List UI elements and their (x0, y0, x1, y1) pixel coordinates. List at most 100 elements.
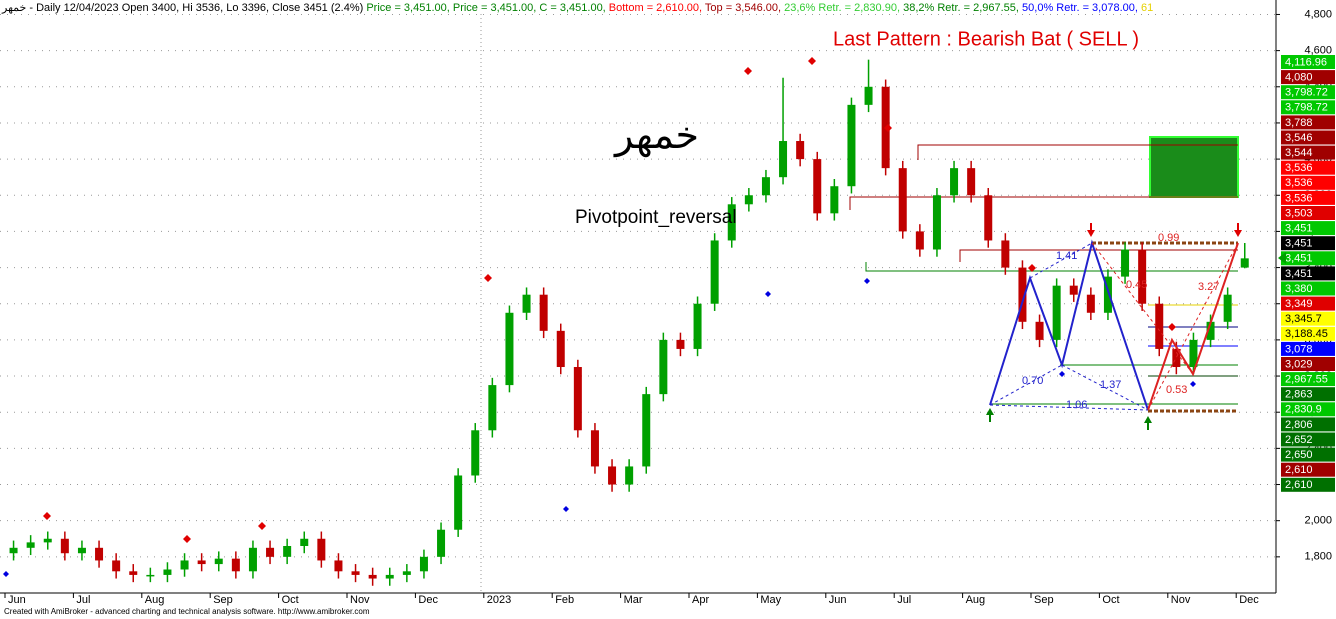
price-label-box (1281, 417, 1335, 432)
price-label-box (1281, 100, 1335, 115)
candle-body (727, 204, 736, 241)
candle-body (1086, 294, 1095, 313)
candle-body (864, 86, 873, 105)
pattern-dash (989, 364, 1063, 406)
price-labels: 4,116.96 4,080 3,798.72 3,798.72 3,788 3,546 3… (1281, 55, 1335, 492)
x-tick-label: Apr (692, 594, 709, 606)
candle-body (437, 529, 446, 557)
price-label: 3,788 (1285, 117, 1313, 129)
price-label-box (1281, 175, 1335, 190)
price-label-box (1281, 160, 1335, 175)
ratio-label: 0.99 (1158, 232, 1179, 244)
price-label-box (1281, 357, 1335, 371)
x-tick-label: Aug (966, 594, 986, 606)
x-axis: Jun Jul Aug Sep Oct Nov Dec 2023 Feb Mar Apr May Jun… (4, 593, 1259, 606)
candle-body (830, 186, 839, 214)
price-label-box (1281, 477, 1335, 492)
price-label-box (1281, 206, 1335, 220)
candle-body (676, 339, 685, 349)
current-price-pointer (1278, 252, 1286, 264)
x-tick-label: Dec (1239, 594, 1259, 606)
price-label-box (1281, 432, 1335, 447)
price-label: 2,830.9 (1285, 404, 1322, 416)
candle-body (43, 538, 52, 543)
price-label-box (1281, 145, 1335, 160)
footer: Created with AmiBroker - advanced charti… (4, 607, 370, 616)
pattern-labels: 1.41 0.45 0.99 3.27 0.70 1.37 1.06 0.53 (1022, 232, 1219, 411)
price-label: 2,650 (1285, 449, 1313, 461)
pivot-high (183, 535, 191, 543)
header-segment: Price = 3,451.00, Price = 3,451.00, C = … (366, 2, 608, 14)
candle-body (454, 475, 463, 530)
x-tick-label: Oct (1102, 594, 1119, 606)
ratio-label: 1.41 (1056, 250, 1077, 262)
price-label: 3,380 (1285, 283, 1313, 295)
candle-body (129, 571, 138, 575)
price-label: 3,451 (1285, 268, 1313, 280)
price-label-box (1281, 326, 1335, 341)
candle-body (163, 569, 172, 575)
pivot-high (1028, 264, 1036, 272)
pivot-low (864, 278, 870, 284)
header-segment: 50,0% Retr. = 3,078.00, (1022, 2, 1141, 14)
candle-body (950, 168, 959, 196)
level-line (865, 262, 1238, 272)
candle-body (1052, 285, 1061, 340)
pivot-low (563, 506, 569, 512)
candle-body (847, 104, 856, 187)
x-tick-label: 2023 (487, 594, 511, 606)
x-tick-label: Jul (76, 594, 90, 606)
candle-body (915, 231, 924, 250)
candle-body (539, 294, 548, 331)
candle-body (693, 303, 702, 349)
price-label: 4,116.96 (1285, 56, 1327, 68)
price-label-box (1281, 447, 1335, 462)
x-tick-label: Sep (213, 594, 233, 606)
x-tick-label: Jun (829, 594, 847, 606)
x-tick-label: Aug (145, 594, 165, 606)
price-label: 4,080 (1285, 72, 1313, 84)
candle-body (1172, 348, 1181, 368)
price-label: 3,798.72 (1285, 102, 1328, 114)
candle-body (368, 574, 377, 579)
candle-body (1035, 321, 1044, 340)
candle-body (779, 141, 788, 178)
candle-body (1155, 303, 1164, 349)
grid (0, 13, 1276, 558)
candle-body (659, 339, 668, 395)
price-label-box (1281, 296, 1335, 311)
candle-body (26, 542, 35, 548)
buy-arrow (1144, 416, 1152, 430)
price-label: 2,967.55 (1285, 374, 1328, 386)
level-line (917, 144, 1238, 160)
price-label-box (1281, 462, 1335, 477)
candle-body (283, 545, 292, 557)
sell-arrow (1087, 223, 1095, 237)
x-tick-label: Sep (1034, 594, 1054, 606)
indicator-label: Pivotpoint_reversal (575, 207, 737, 228)
pattern-leg (1147, 242, 1239, 411)
pivot-high (744, 67, 752, 75)
price-label-box (1281, 221, 1335, 236)
price-label: 3,536 (1285, 192, 1313, 204)
price-label: 3,029 (1285, 358, 1313, 370)
x-tick-label: Nov (350, 594, 370, 606)
x-tick-label: Mar (624, 594, 643, 606)
candle-body (77, 547, 86, 554)
candle-body (214, 558, 223, 565)
header-segment: 23,6% Retr. = 2,830.90, (784, 2, 903, 14)
candle-body (1206, 321, 1215, 340)
price-label-box (1281, 55, 1335, 69)
candle-body (1069, 285, 1078, 295)
candle-body (60, 538, 69, 554)
candle-body (1240, 258, 1249, 268)
candle-body (761, 177, 770, 196)
candle-body (932, 195, 941, 250)
header: خمهر - Daily 12/04/2023 Open 3400, Hi 35… (1, 2, 1153, 14)
price-label: 3,451 (1285, 223, 1313, 235)
y-tick-label: 4,600 (1304, 45, 1332, 57)
price-label: 3,451 (1285, 253, 1313, 265)
candle-body (590, 430, 599, 467)
candle-body (334, 560, 343, 572)
price-label: 3,345.7 (1285, 313, 1322, 325)
